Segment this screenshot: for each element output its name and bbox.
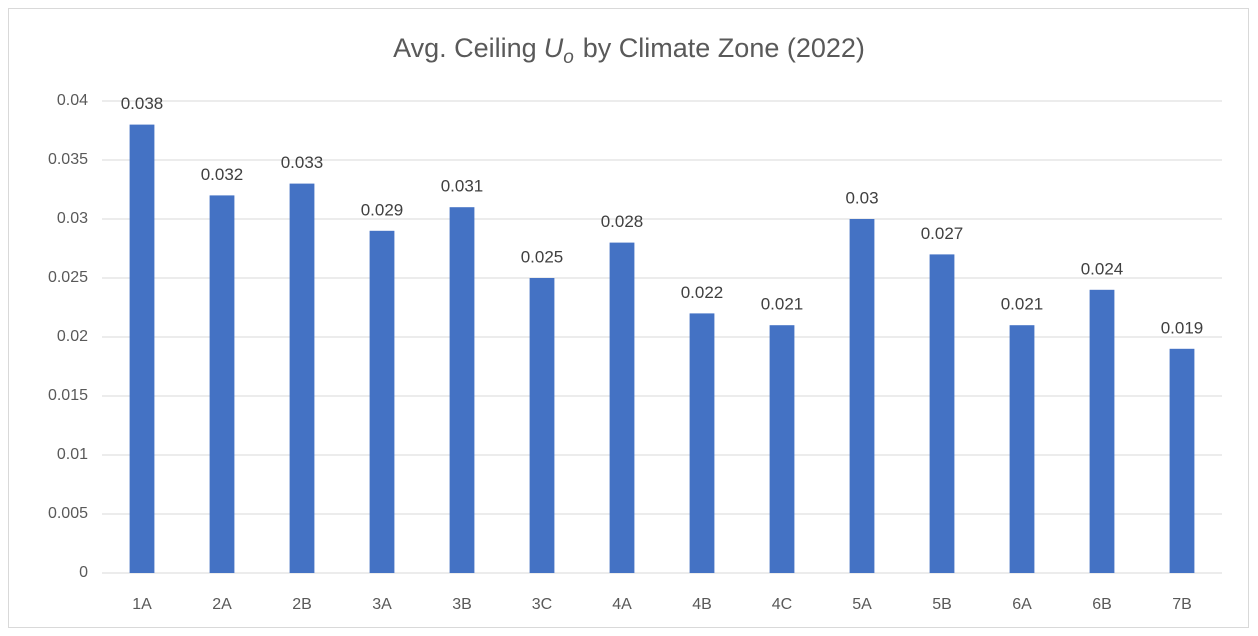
data-label: 0.021 bbox=[761, 295, 804, 314]
x-tick-label: 3B bbox=[452, 596, 472, 613]
y-tick-label: 0.025 bbox=[48, 269, 88, 286]
bar bbox=[129, 124, 155, 573]
data-label: 0.038 bbox=[121, 94, 164, 113]
bar bbox=[609, 242, 635, 573]
x-tick-label: 2A bbox=[212, 596, 232, 613]
x-tick-label: 7B bbox=[1172, 596, 1192, 613]
bar bbox=[529, 278, 555, 573]
title-part: by Climate Zone (2022) bbox=[583, 33, 865, 63]
y-tick-label: 0.03 bbox=[57, 210, 88, 227]
y-tick-label: 0.01 bbox=[57, 446, 88, 463]
data-label: 0.021 bbox=[1001, 295, 1044, 314]
y-tick-label: 0.04 bbox=[57, 92, 88, 109]
x-tick-label: 1A bbox=[132, 596, 152, 613]
x-tick-label: 5B bbox=[932, 596, 952, 613]
data-label: 0.025 bbox=[521, 247, 564, 266]
bar bbox=[289, 183, 315, 573]
y-tick-label: 0.015 bbox=[48, 387, 88, 404]
bar bbox=[769, 325, 795, 573]
y-tick-label: 0.035 bbox=[48, 151, 88, 168]
y-tick-label: 0 bbox=[79, 564, 88, 581]
title-part: o bbox=[563, 47, 574, 68]
bar bbox=[1169, 348, 1195, 573]
title-part: U bbox=[544, 33, 564, 63]
y-tick-label: 0.005 bbox=[48, 505, 88, 522]
data-label: 0.03 bbox=[845, 188, 878, 207]
bar bbox=[689, 313, 715, 573]
bar bbox=[369, 230, 395, 574]
chart-title: Avg. Ceiling Uo by Climate Zone (2022) bbox=[393, 33, 865, 68]
x-tick-label: 3C bbox=[532, 596, 552, 613]
x-tick-label: 4A bbox=[612, 596, 632, 613]
x-tick-label: 3A bbox=[372, 596, 392, 613]
bar bbox=[449, 207, 475, 573]
bar bbox=[209, 195, 235, 573]
data-label: 0.027 bbox=[921, 224, 964, 243]
x-tick-label: 4C bbox=[772, 596, 792, 613]
title-part: Avg. Ceiling bbox=[393, 33, 537, 63]
bar bbox=[1089, 289, 1115, 573]
data-label: 0.033 bbox=[281, 153, 324, 172]
x-tick-label: 6B bbox=[1092, 596, 1112, 613]
data-label: 0.031 bbox=[441, 177, 484, 196]
data-label: 0.032 bbox=[201, 165, 244, 184]
data-label: 0.019 bbox=[1161, 318, 1204, 337]
data-label: 0.024 bbox=[1081, 259, 1124, 278]
x-tick-label: 6A bbox=[1012, 596, 1032, 613]
data-label: 0.028 bbox=[601, 212, 644, 231]
x-tick-label: 2B bbox=[292, 596, 312, 613]
y-tick-label: 0.02 bbox=[57, 328, 88, 345]
x-tick-label: 5A bbox=[852, 596, 872, 613]
data-label: 0.029 bbox=[361, 200, 404, 219]
bar bbox=[1009, 325, 1035, 573]
bar bbox=[849, 219, 875, 573]
x-tick-label: 4B bbox=[692, 596, 712, 613]
data-label: 0.022 bbox=[681, 283, 724, 302]
bar bbox=[929, 254, 955, 573]
